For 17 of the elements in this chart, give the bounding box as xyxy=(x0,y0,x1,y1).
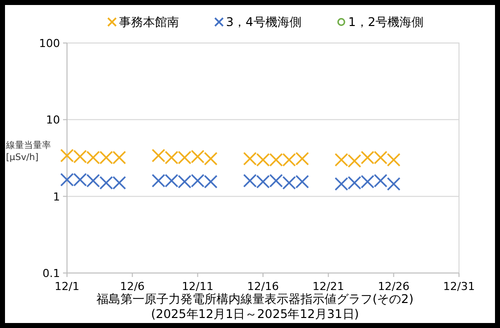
x-tick-label: 12/11 xyxy=(182,280,214,293)
x-tick-label: 12/16 xyxy=(247,280,279,293)
x-tick-label: 12/21 xyxy=(312,280,344,293)
y-tick-label: 1 xyxy=(53,190,60,204)
y-tick-label: 10 xyxy=(46,114,60,127)
x-tick-label: 12/6 xyxy=(120,280,145,293)
text: (2025年12月1日～2025年12月31日) xyxy=(151,307,359,321)
x-tick-label: 12/26 xyxy=(378,280,410,293)
legend-label: 事務本館南 xyxy=(119,15,179,29)
legend-label: 3，4号機海側 xyxy=(226,15,302,29)
text: 福島第一原子力発電所構内線量表示器指示値グラフ(その2) xyxy=(96,292,414,306)
y-axis-title: 線量当量率 [μSv/h] xyxy=(5,140,51,163)
x-tick-label: 12/1 xyxy=(54,280,80,293)
legend-label: 1，2号機海側 xyxy=(348,15,424,29)
y-tick-label: 0.1 xyxy=(42,267,60,280)
x-tick-label: 12/31 xyxy=(443,280,475,293)
y-tick-label: 100 xyxy=(39,37,60,50)
